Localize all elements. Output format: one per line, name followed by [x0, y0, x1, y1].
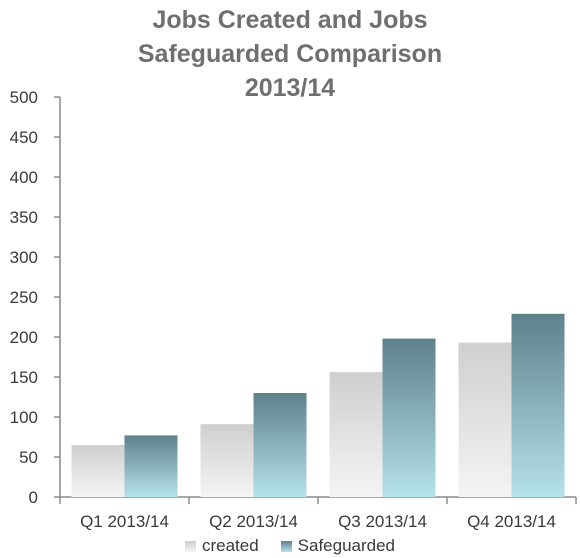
legend-swatch-safeguarded: [280, 540, 292, 552]
legend-item-safeguarded: Safeguarded: [280, 536, 396, 556]
bar-safeguarded: [511, 313, 565, 497]
y-tick-label: 250: [10, 288, 38, 307]
bar-safeguarded: [382, 338, 436, 497]
y-tick-label: 450: [10, 128, 38, 147]
legend: created Safeguarded: [0, 536, 580, 556]
y-tick-label: 100: [10, 408, 38, 427]
bar-safeguarded: [253, 393, 307, 497]
y-tick-label: 350: [10, 208, 38, 227]
x-tick-label: Q1 2013/14: [80, 512, 169, 531]
bar-created: [71, 445, 125, 497]
y-tick-label: 300: [10, 248, 38, 267]
legend-item-created: created: [184, 536, 259, 556]
legend-label-safeguarded: Safeguarded: [297, 536, 396, 555]
legend-swatch-created: [184, 540, 196, 552]
bar-created: [458, 342, 512, 497]
x-tick-label: Q2 2013/14: [209, 512, 298, 531]
y-tick-label: 150: [10, 368, 38, 387]
chart-title-line-2: Safeguarded Comparison: [137, 40, 443, 68]
chart-title-line-3: 2013/14: [244, 74, 336, 102]
y-tick-label: 200: [10, 328, 38, 347]
bar-safeguarded: [124, 435, 178, 497]
y-tick-label: 0: [29, 488, 38, 507]
x-tick-label: Q3 2013/14: [338, 512, 427, 531]
y-tick-label: 500: [10, 88, 38, 107]
legend-label-created: created: [201, 536, 259, 555]
bar-created: [329, 372, 383, 497]
x-tick-label: Q4 2013/14: [467, 512, 556, 531]
y-tick-label: 50: [19, 448, 38, 467]
y-tick-label: 400: [10, 168, 38, 187]
plot-area: 0 50 100 150 200 250 300 350 400 450 500 Q1 2013/14…: [10, 88, 577, 531]
bar-created: [200, 424, 254, 497]
chart-title-line-1: Jobs Created and Jobs: [152, 6, 428, 34]
